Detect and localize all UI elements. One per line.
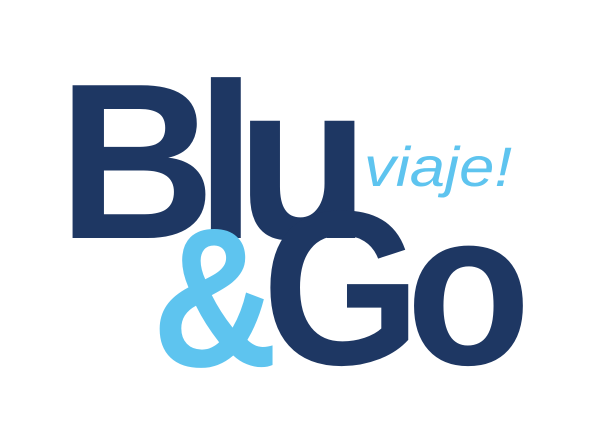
logo-ampersand: &: [152, 187, 278, 408]
logo-word-go: Go: [262, 165, 523, 411]
logo-tagline: viaje!: [364, 135, 512, 198]
logo-word-blu: Blu: [58, 38, 355, 286]
